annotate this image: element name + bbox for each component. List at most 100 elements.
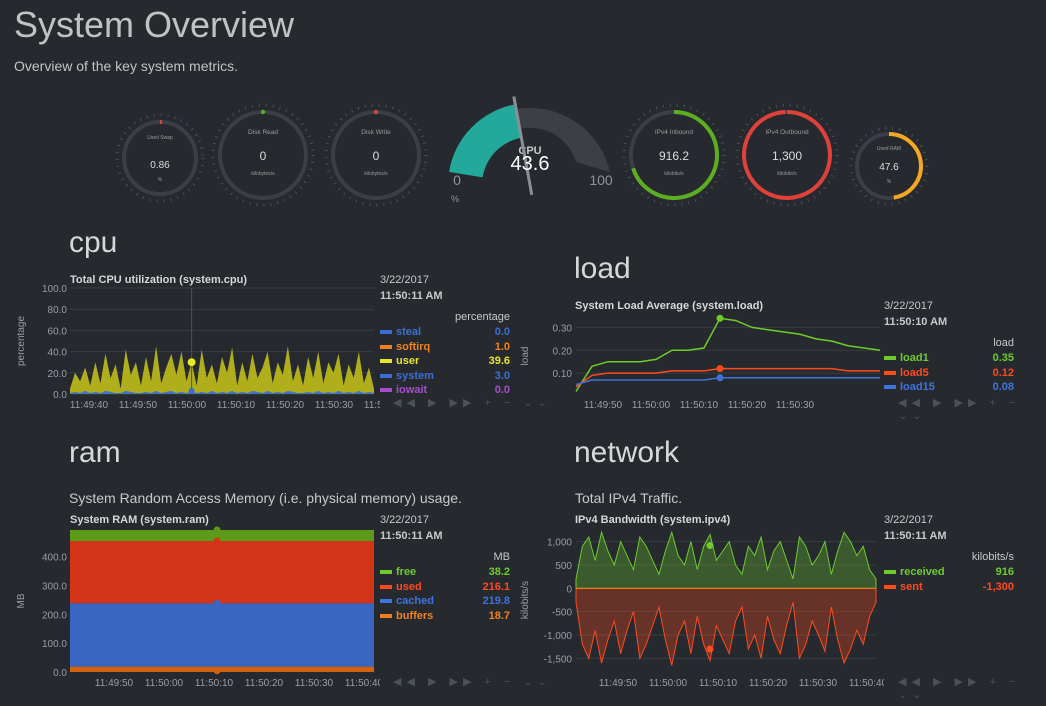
ram-series-buffers xyxy=(70,666,374,672)
ram-chart-toolbar[interactable]: ◀◀ ▶ ▶▶ + − ⌄⌄ xyxy=(393,676,552,688)
legend-label: used xyxy=(396,580,422,593)
network-chart[interactable]: 1,000 500 0 -500 -1,000 -1,500 kilobits/s 11:49… xyxy=(518,522,884,692)
section-heading-load: load xyxy=(574,252,631,285)
legend-row-cached[interactable]: cached 219.8 xyxy=(380,594,510,609)
load-x-tick: 11:50:30 xyxy=(776,400,815,411)
legend-label: softirq xyxy=(396,340,431,353)
ram-legend-unit: MB xyxy=(493,551,511,563)
gauge-used-swap-label: Used Swap xyxy=(147,135,173,141)
load-legend-date: 3/22/2017 xyxy=(884,300,933,312)
cpu-series-system xyxy=(70,390,374,394)
ram-y-tick: 100.0 xyxy=(42,639,67,650)
gauge-used-swap-unit: % xyxy=(158,177,163,183)
gauge-disk-write-value: 0 xyxy=(373,149,380,163)
legend-label: free xyxy=(396,566,417,579)
network-legend: 3/22/2017 11:50:11 AM kilobits/s receive… xyxy=(884,514,1014,594)
legend-row-load15[interactable]: load15 0.08 xyxy=(884,380,1014,395)
cpu-y-tick: 100.0 xyxy=(42,284,67,295)
ram-x-tick: 11:50:10 xyxy=(195,678,234,689)
load-legend: 3/22/2017 11:50:10 AM load load1 0.35 load… xyxy=(884,300,1014,395)
load-chart-toolbar[interactable]: ◀◀ ▶ ▶▶ + − ⌄⌄ xyxy=(898,397,1021,422)
ram-x-tick: 11:50:20 xyxy=(245,678,284,689)
load-series-load15 xyxy=(575,376,880,386)
gauge-used-swap[interactable]: Used Swap 0.86 % xyxy=(115,113,205,203)
legend-value: 38.2 xyxy=(488,566,510,579)
legend-row-used[interactable]: used 216.1 xyxy=(380,580,510,595)
legend-row-free[interactable]: free 38.2 xyxy=(380,565,510,580)
legend-swatch xyxy=(380,613,392,618)
legend-value: 1.0 xyxy=(494,340,510,353)
cpu-x-tick: 11:49:50 xyxy=(119,400,158,411)
legend-row-steal[interactable]: steal 0.0 xyxy=(380,325,510,340)
ram-chart[interactable]: 400.0 300.0 200.0 100.0 0.0 MB 11:49:50 11:50:0… xyxy=(14,522,380,692)
ram-x-tick: 11:50:30 xyxy=(295,678,334,689)
load-legend-time: 11:50:10 AM xyxy=(884,316,948,328)
page-subtitle: Overview of the key system metrics. xyxy=(14,58,239,74)
legend-label: cached xyxy=(396,595,434,608)
ram-hover-point xyxy=(213,599,221,607)
gauge-used-ram[interactable]: Used RAM 47.6 % xyxy=(849,126,929,206)
legend-swatch xyxy=(380,599,392,604)
network-x-tick: 11:50:20 xyxy=(749,678,788,689)
gauge-disk-read[interactable]: Disk Read 0 kilobytes/s xyxy=(211,103,315,207)
cpu-legend-time: 11:50:11 AM xyxy=(380,290,443,302)
ram-hover-point xyxy=(213,526,221,534)
ram-y-tick: 300.0 xyxy=(42,582,67,593)
network-section-subtitle: Total IPv4 Traffic. xyxy=(575,490,683,506)
legend-row-load5[interactable]: load5 0.12 xyxy=(884,366,1014,381)
cpu-chart-toolbar[interactable]: ◀◀ ▶ ▶▶ + − ⌄⌄ xyxy=(393,397,552,409)
cpu-legend-unit: percentage xyxy=(454,311,510,323)
network-legend-unit: kilobits/s xyxy=(971,551,1014,563)
gauge-ipv4-outbound[interactable]: IPv4 Outbound 1,300 kilobits/s xyxy=(735,103,839,207)
gauge-ipv4-inbound[interactable]: IPv4 Inbound 916.2 kilobits/s xyxy=(622,103,726,207)
cpu-y-tick: 40.0 xyxy=(48,348,68,359)
ram-series-free xyxy=(70,530,374,542)
network-x-tick: 11:50:30 xyxy=(799,678,838,689)
network-chart-toolbar[interactable]: ◀◀ ▶ ▶▶ + − ⌄⌄ xyxy=(898,676,1021,701)
cpu-y-tick: 80.0 xyxy=(48,305,68,316)
gauge-disk-write[interactable]: Disk Write 0 kilobytes/s xyxy=(324,103,428,207)
gauge-cpu[interactable]: CPU 43.6 0 100 % xyxy=(449,96,613,204)
gauge-disk-read-label: Disk Read xyxy=(248,129,278,136)
network-y-tick: 500 xyxy=(555,561,572,572)
ram-legend-time: 11:50:11 AM xyxy=(380,530,443,542)
legend-row-system[interactable]: system 3.0 xyxy=(380,369,510,384)
legend-value: 219.8 xyxy=(482,595,510,608)
legend-row-load1[interactable]: load1 0.35 xyxy=(884,351,1014,366)
legend-row-user[interactable]: user 39.6 xyxy=(380,354,510,369)
legend-row-iowait[interactable]: iowait 0.0 xyxy=(380,383,510,398)
section-heading-network: network xyxy=(574,436,680,469)
load-y-tick: 0.30 xyxy=(553,323,573,334)
cpu-chart[interactable]: 100.0 80.0 60.0 40.0 20.0 0.0 percentage 11:49:… xyxy=(14,280,380,412)
gauge-cpu-unit: % xyxy=(451,194,459,204)
network-x-tick: 11:50:10 xyxy=(699,678,738,689)
legend-row-sent[interactable]: sent -1,300 xyxy=(884,580,1014,595)
load-x-tick: 11:49:50 xyxy=(584,400,623,411)
load-hover-point xyxy=(716,365,724,373)
legend-row-buffers[interactable]: buffers 18.7 xyxy=(380,609,510,624)
network-legend-time: 11:50:11 AM xyxy=(884,530,947,542)
gauge-ipv4-inbound-value: 916.2 xyxy=(659,149,689,163)
cpu-x-tick: 11:50:10 xyxy=(217,400,256,411)
legend-swatch xyxy=(884,570,896,575)
cpu-y-axis-label: percentage xyxy=(16,316,27,366)
gauge-cpu-arc xyxy=(449,104,522,178)
load-y-tick: 0.10 xyxy=(553,369,573,380)
load-chart[interactable]: 0.30 0.20 0.10 load 11:49:50 11:50:00 11:50:10… xyxy=(518,306,884,412)
legend-swatch xyxy=(884,370,896,375)
gauge-ipv4-outbound-value: 1,300 xyxy=(772,149,802,163)
legend-row-received[interactable]: received 916 xyxy=(884,565,1014,580)
legend-row-softirq[interactable]: softirq 1.0 xyxy=(380,340,510,355)
network-y-tick: -1,000 xyxy=(544,631,573,642)
gauge-disk-write-unit: kilobytes/s xyxy=(364,171,388,177)
gauge-ipv4-outbound-label: IPv4 Outbound xyxy=(765,129,809,136)
gauges-strip: Used Swap 0.86 % Disk Read 0 kilobytes/s… xyxy=(115,96,929,207)
ram-y-tick: 400.0 xyxy=(42,553,67,564)
gauge-disk-read-unit: kilobytes/s xyxy=(251,171,275,177)
cpu-series-user xyxy=(70,346,374,394)
legend-value: 0.0 xyxy=(494,326,510,339)
legend-swatch xyxy=(884,356,896,361)
legend-label: load15 xyxy=(900,381,935,394)
ram-x-tick: 11:50:00 xyxy=(145,678,184,689)
ram-series-used xyxy=(70,541,374,604)
